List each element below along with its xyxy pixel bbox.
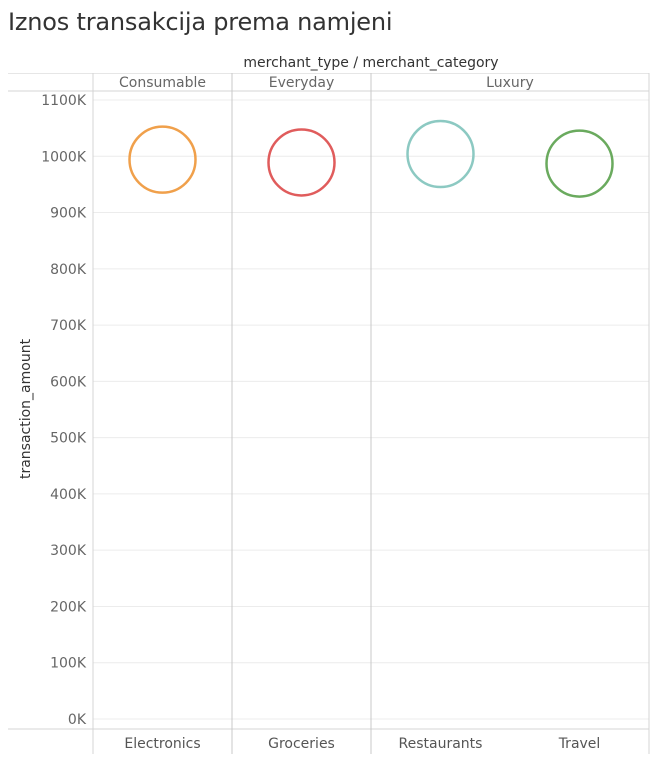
category-labels: Electronics Groceries Restaurants Travel bbox=[124, 736, 600, 752]
y-axis-ticks: 0K 100K 200K 300K 400K 500K 600K 700K 800K 900K 10… bbox=[41, 93, 87, 728]
y-tick-label: 1000K bbox=[41, 149, 87, 165]
category-label: Restaurants bbox=[399, 736, 483, 752]
data-point-electronics bbox=[128, 125, 197, 194]
y-tick-label: 600K bbox=[50, 374, 87, 390]
group-header: Consumable bbox=[119, 75, 206, 91]
y-tick-label: 700K bbox=[50, 318, 87, 334]
data-point-restaurants bbox=[406, 119, 475, 189]
y-tick-label: 200K bbox=[50, 599, 87, 615]
category-label: Groceries bbox=[268, 736, 335, 752]
column-header-title: merchant_type / merchant_category bbox=[243, 55, 498, 71]
chart-title: Iznos transakcija prema namjeni bbox=[8, 8, 393, 36]
y-tick-label: 800K bbox=[50, 262, 87, 278]
y-tick-label: 300K bbox=[50, 543, 87, 559]
y-tick-label: 1100K bbox=[41, 93, 87, 109]
data-point-groceries bbox=[267, 128, 336, 197]
y-tick-label: 500K bbox=[50, 431, 87, 447]
category-label: Travel bbox=[558, 736, 601, 752]
y-tick-label: 900K bbox=[50, 206, 87, 222]
panel-frame bbox=[8, 73, 650, 754]
y-tick-label: 0K bbox=[68, 712, 87, 728]
data-point-travel bbox=[545, 129, 614, 198]
y-tick-label: 400K bbox=[50, 487, 87, 503]
category-label: Electronics bbox=[124, 736, 200, 752]
data-marks bbox=[128, 119, 614, 198]
group-headers: Consumable Everyday Luxury bbox=[119, 75, 534, 91]
y-axis-label: transaction_amount bbox=[18, 338, 34, 479]
group-header: Luxury bbox=[486, 75, 534, 91]
group-header: Everyday bbox=[269, 75, 335, 91]
y-tick-label: 100K bbox=[50, 656, 87, 672]
